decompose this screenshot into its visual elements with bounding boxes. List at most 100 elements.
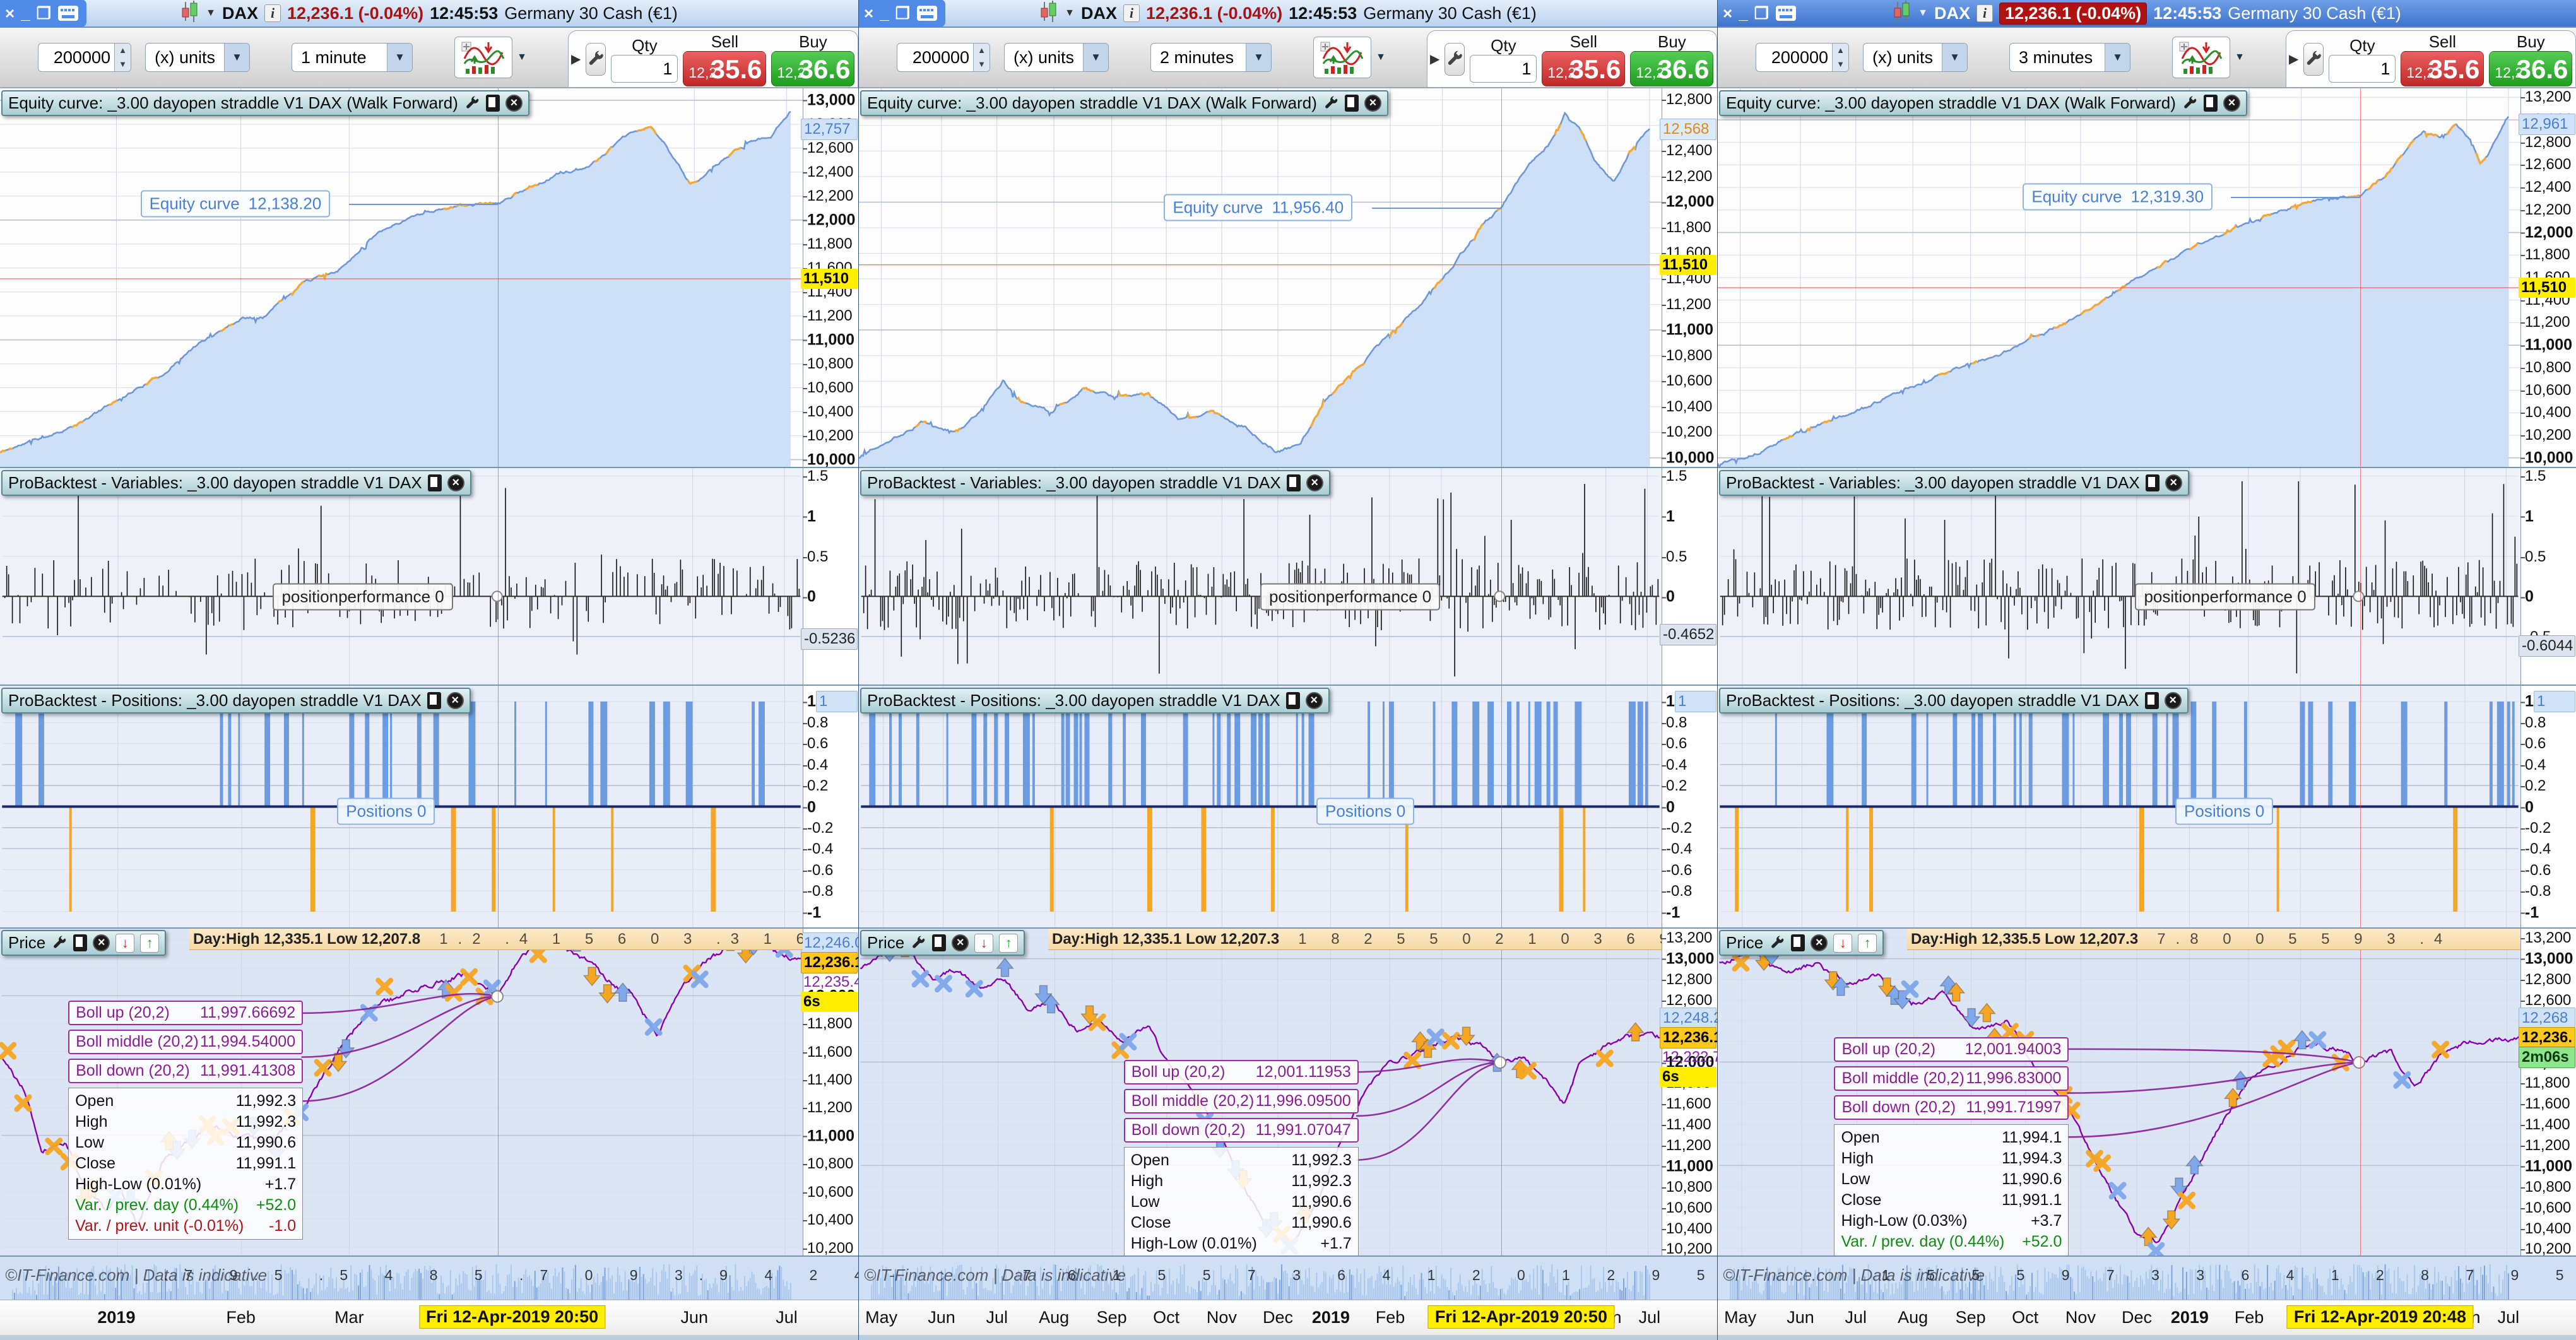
- close-pane-icon[interactable]: ×: [446, 692, 464, 709]
- quantity-spinner[interactable]: ▲ ▼: [973, 44, 990, 71]
- chevron-down-icon[interactable]: ▼: [2105, 44, 2130, 71]
- copy-pane-icon[interactable]: [932, 934, 947, 951]
- close-pane-icon[interactable]: ×: [447, 474, 464, 491]
- order-settings-button[interactable]: [1445, 42, 1465, 76]
- spin-up-icon[interactable]: ▲: [119, 45, 127, 55]
- positions-chart[interactable]: [859, 686, 1662, 927]
- quantity-spinner[interactable]: ▲ ▼: [114, 44, 131, 71]
- instrument-name[interactable]: DAX: [222, 3, 258, 23]
- copy-pane-icon[interactable]: [485, 95, 500, 112]
- order-qty-input[interactable]: 1: [2329, 54, 2396, 83]
- close-pane-icon[interactable]: ×: [2165, 474, 2182, 491]
- copy-pane-icon[interactable]: [1286, 474, 1301, 491]
- minimize-window-icon[interactable]: _: [880, 4, 889, 23]
- time-axis[interactable]: MayJunJulAugSepOctNovDec2019FebMaJunJulF…: [1718, 1300, 2576, 1335]
- quantity-stepper[interactable]: 200000 ▲ ▼: [897, 43, 990, 72]
- close-pane-icon[interactable]: ×: [2223, 95, 2240, 112]
- equity-curve-chart[interactable]: [0, 88, 803, 467]
- close-pane-icon[interactable]: ×: [1306, 474, 1323, 491]
- quantity-value[interactable]: 200000: [912, 48, 969, 67]
- wrench-icon[interactable]: [51, 935, 68, 951]
- chart-type-caret[interactable]: ▼: [2235, 52, 2245, 62]
- chart-type-caret[interactable]: ▼: [1376, 52, 1386, 62]
- quantity-stepper[interactable]: 200000 ▲ ▼: [1756, 43, 1849, 72]
- spin-down-icon[interactable]: ▼: [119, 59, 127, 69]
- positions-axis[interactable]: 1 0.8 0.6 0.4 0.2 0 -0.2 -0.4 -0.6 -0.8 -1 1: [803, 686, 858, 927]
- chevron-down-icon[interactable]: ▼: [1246, 44, 1272, 71]
- close-pane-icon[interactable]: ×: [1305, 692, 1323, 709]
- instrument-dropdown-caret[interactable]: ▼: [1918, 8, 1928, 18]
- window-titlebar[interactable]: × _ ❐ ▼ DAX i 12,236.1 (-0.04%) 12:45:53…: [1718, 0, 2576, 28]
- keyboard-icon[interactable]: [916, 5, 938, 21]
- chart-type-button[interactable]: [2172, 37, 2231, 78]
- positions-chart[interactable]: [0, 686, 803, 927]
- buy-button[interactable]: 12,2 36.6: [1630, 50, 1714, 86]
- order-qty-input[interactable]: 1: [1470, 54, 1537, 83]
- wrench-icon[interactable]: [910, 935, 926, 951]
- units-select[interactable]: (x) units ▼: [145, 43, 251, 72]
- close-pane-icon[interactable]: ×: [2164, 692, 2182, 709]
- close-window-icon[interactable]: ×: [5, 4, 15, 23]
- copy-pane-icon[interactable]: [2145, 474, 2159, 491]
- chevron-down-icon[interactable]: ▼: [387, 44, 413, 71]
- timeframe-select[interactable]: 1 minute ▼: [292, 43, 413, 72]
- chart-type-button[interactable]: [454, 37, 513, 78]
- chart-type-caret[interactable]: ▼: [517, 52, 527, 62]
- info-icon[interactable]: i: [1976, 4, 1993, 22]
- buy-arrow-icon[interactable]: ↑: [999, 933, 1019, 953]
- spin-up-icon[interactable]: ▲: [978, 45, 986, 55]
- instrument-name[interactable]: DAX: [1934, 3, 1970, 23]
- price-axis[interactable]: 13,20013,00012,80012,60012,00011,80011,6…: [1660, 929, 1717, 1255]
- close-pane-icon[interactable]: ×: [952, 934, 969, 951]
- expand-order-panel-icon[interactable]: ▶: [571, 52, 581, 66]
- variables-axis[interactable]: 1.510.50-0.5-0.5236: [801, 468, 858, 685]
- wrench-icon[interactable]: [464, 95, 480, 112]
- copy-pane-icon[interactable]: [2144, 692, 2159, 709]
- close-pane-icon[interactable]: ×: [1364, 95, 1381, 112]
- instrument-name[interactable]: DAX: [1080, 3, 1117, 23]
- units-select[interactable]: (x) units ▼: [1863, 43, 1968, 72]
- expand-order-panel-icon[interactable]: ▶: [2289, 52, 2299, 66]
- equity-price-axis[interactable]: 13,20013,00012,80012,60012,40012,20012,0…: [2519, 88, 2576, 467]
- minimize-window-icon[interactable]: _: [1739, 4, 1748, 23]
- buy-arrow-icon[interactable]: ↑: [140, 933, 160, 953]
- sell-button[interactable]: 12,2 35.6: [1542, 50, 1626, 86]
- order-settings-button[interactable]: [2303, 42, 2324, 76]
- sell-button[interactable]: 12,2 35.6: [2401, 50, 2484, 86]
- window-titlebar[interactable]: × _ ❐ ▼ DAX i 12,236.1 (-0.04%) 12:45:53…: [0, 0, 858, 28]
- variables-chart[interactable]: [0, 468, 803, 685]
- maximize-window-icon[interactable]: ❐: [36, 4, 51, 23]
- copy-pane-icon[interactable]: [427, 474, 442, 491]
- chevron-down-icon[interactable]: ▼: [224, 44, 250, 71]
- instrument-dropdown-caret[interactable]: ▼: [1065, 8, 1075, 18]
- chart-type-button[interactable]: [1313, 37, 1372, 78]
- info-icon[interactable]: i: [264, 4, 281, 22]
- variables-axis[interactable]: 1.510.50-0.5-0.6044: [2519, 468, 2576, 685]
- units-select[interactable]: (x) units ▼: [1004, 43, 1109, 72]
- close-pane-icon[interactable]: ×: [505, 95, 523, 112]
- positions-chart[interactable]: [1718, 686, 2520, 927]
- copy-pane-icon[interactable]: [1791, 934, 1805, 951]
- sell-arrow-icon[interactable]: ↓: [974, 933, 994, 953]
- positions-axis[interactable]: 1 0.8 0.6 0.4 0.2 0 -0.2 -0.4 -0.6 -0.8 -1 1: [1662, 686, 1717, 927]
- order-settings-button[interactable]: [586, 42, 606, 76]
- instrument-dropdown-caret[interactable]: ▼: [206, 8, 216, 18]
- close-window-icon[interactable]: ×: [864, 4, 874, 23]
- positions-axis[interactable]: 1 0.8 0.6 0.4 0.2 0 -0.2 -0.4 -0.6 -0.8 -1 1: [2520, 686, 2576, 927]
- close-window-icon[interactable]: ×: [1723, 4, 1733, 23]
- chevron-down-icon[interactable]: ▼: [1083, 44, 1109, 71]
- variables-chart[interactable]: [859, 468, 1662, 685]
- expand-order-panel-icon[interactable]: ▶: [1430, 52, 1440, 66]
- price-axis[interactable]: 13,20013,00012,80012,60012,00011,80011,6…: [2519, 929, 2576, 1255]
- equity-price-axis[interactable]: 13,00012,80012,60012,40012,20012,00011,8…: [801, 88, 858, 467]
- minimize-window-icon[interactable]: _: [21, 4, 30, 23]
- time-axis[interactable]: MayJunJulAugSepOctNovDec2019FebMaJunJulF…: [859, 1300, 1717, 1335]
- buy-arrow-icon[interactable]: ↑: [1858, 933, 1877, 953]
- wrench-icon[interactable]: [2182, 95, 2198, 112]
- maximize-window-icon[interactable]: ❐: [895, 4, 910, 23]
- time-axis[interactable]: 2019 Feb Mar Jun Jul Fri 12-Apr-2019 20:50: [0, 1300, 858, 1335]
- close-pane-icon[interactable]: ×: [1811, 934, 1828, 951]
- equity-price-axis[interactable]: 12,80012,60012,40012,20012,00011,80011,6…: [1660, 88, 1717, 467]
- copy-pane-icon[interactable]: [1285, 692, 1300, 709]
- chevron-down-icon[interactable]: ▼: [1942, 44, 1968, 71]
